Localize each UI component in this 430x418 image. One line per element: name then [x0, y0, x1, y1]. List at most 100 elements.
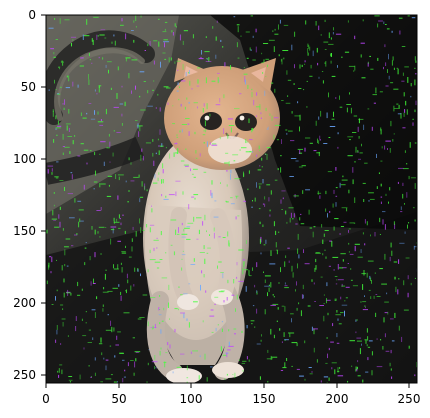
noise-speck: [259, 238, 261, 244]
noise-speck: [323, 303, 325, 305]
noise-speck: [204, 120, 206, 127]
noise-speck: [365, 371, 369, 373]
noise-speck: [415, 100, 417, 106]
noise-speck: [260, 117, 262, 119]
noise-speck: [212, 26, 214, 29]
noise-speck: [251, 128, 253, 133]
noise-speck: [349, 139, 351, 141]
noise-speck: [69, 381, 71, 383]
noise-speck: [120, 295, 122, 301]
noise-speck: [273, 221, 275, 227]
noise-speck: [49, 256, 52, 258]
noise-speck: [347, 155, 353, 157]
noise-speck: [344, 300, 346, 302]
noise-speck: [55, 89, 57, 91]
noise-speck: [316, 47, 318, 53]
noise-speck: [327, 171, 332, 173]
noise-speck: [189, 80, 191, 86]
noise-speck: [176, 136, 179, 138]
noise-speck: [381, 283, 387, 285]
noise-speck: [123, 376, 126, 378]
noise-speck: [404, 66, 409, 68]
noise-speck: [351, 365, 353, 367]
noise-speck: [72, 140, 74, 145]
noise-speck: [105, 365, 107, 371]
noise-speck: [193, 216, 195, 222]
noise-speck: [97, 231, 99, 234]
noise-speck: [372, 94, 377, 96]
noise-speck: [370, 296, 372, 299]
noise-speck: [188, 204, 190, 210]
noise-speck: [130, 162, 132, 165]
noise-speck: [298, 88, 302, 89]
noise-speck: [116, 218, 118, 222]
noise-speck: [107, 314, 109, 316]
noise-speck: [165, 195, 167, 198]
noise-speck: [228, 161, 230, 167]
noise-speck: [262, 72, 264, 74]
noise-speck: [103, 287, 105, 290]
noise-speck: [376, 186, 378, 189]
noise-speck: [122, 214, 124, 216]
noise-speck: [249, 275, 252, 277]
noise-speck: [348, 229, 349, 233]
noise-speck: [327, 213, 328, 218]
noise-speck: [96, 210, 101, 211]
noise-speck: [159, 322, 161, 325]
noise-speck: [114, 381, 117, 383]
noise-speck: [414, 374, 416, 377]
noise-speck: [215, 327, 217, 332]
noise-speck: [341, 56, 343, 58]
noise-speck: [130, 360, 134, 361]
noise-speck: [117, 331, 121, 333]
noise-speck: [266, 147, 271, 149]
noise-speck: [407, 292, 409, 298]
noise-speck: [156, 247, 158, 249]
noise-speck: [215, 104, 221, 106]
noise-speck: [284, 287, 289, 289]
noise-speck: [402, 72, 404, 76]
plot-border: [45, 14, 418, 384]
noise-speck: [83, 35, 90, 37]
noise-speck: [387, 148, 388, 150]
noise-speck: [204, 258, 206, 264]
noise-speck: [294, 64, 295, 69]
noise-speck: [168, 302, 169, 308]
noise-speck: [227, 349, 231, 351]
noise-speck: [277, 307, 279, 310]
noise-speck: [190, 168, 191, 172]
image-noise: [46, 15, 417, 383]
noise-speck: [280, 370, 284, 371]
noise-speck: [233, 279, 235, 284]
noise-speck: [217, 265, 218, 269]
noise-speck: [53, 192, 55, 194]
noise-speck: [364, 219, 366, 224]
noise-speck: [331, 53, 332, 57]
noise-speck: [236, 24, 240, 26]
noise-speck: [328, 92, 329, 98]
noise-speck: [174, 23, 176, 27]
noise-speck: [347, 380, 349, 383]
noise-speck: [347, 136, 354, 138]
noise-speck: [326, 298, 327, 304]
noise-speck: [362, 379, 364, 383]
noise-speck: [169, 153, 171, 159]
noise-speck: [178, 227, 179, 233]
noise-speck: [340, 253, 346, 255]
noise-speck: [243, 73, 248, 75]
noise-speck: [54, 226, 60, 228]
noise-speck: [89, 256, 91, 261]
noise-speck: [284, 285, 288, 287]
noise-speck: [226, 297, 228, 301]
noise-speck: [153, 239, 159, 241]
noise-speck: [256, 154, 258, 157]
noise-speck: [82, 117, 87, 119]
noise-speck: [168, 194, 175, 196]
noise-speck: [274, 124, 281, 126]
noise-speck: [62, 133, 64, 140]
noise-speck: [64, 186, 65, 191]
noise-speck: [228, 329, 230, 332]
noise-speck: [148, 349, 150, 351]
noise-speck: [184, 165, 189, 167]
